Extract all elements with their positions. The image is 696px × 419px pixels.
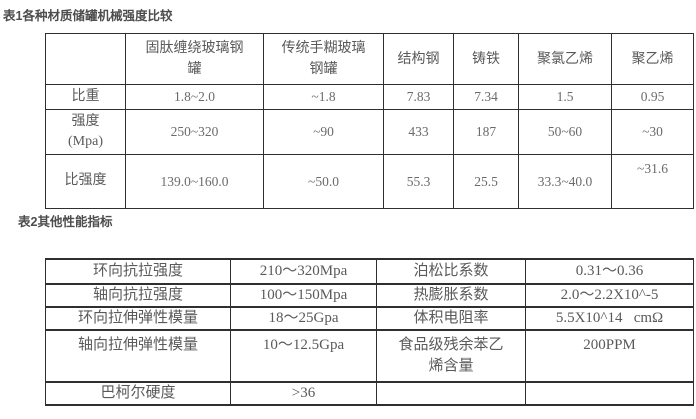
table-cell: 25.5 bbox=[453, 154, 519, 209]
table-cell: ~50.0 bbox=[263, 154, 384, 209]
property-label: 食品级残余苯乙烯含量 bbox=[376, 329, 526, 383]
property-value: 200PPM bbox=[525, 329, 694, 383]
property-label: 体积电阻率 bbox=[376, 306, 526, 331]
table-cell: ~1.8 bbox=[263, 84, 384, 110]
row-label: 比强度 bbox=[45, 154, 126, 209]
table-cell: ~90 bbox=[263, 109, 384, 155]
property-label: 轴向拉伸弹性模量 bbox=[45, 329, 231, 383]
table-cell: 55.3 bbox=[383, 154, 454, 209]
table2-row-hoop-tensile: 环向抗拉强度 210～320Mpa 泊松比系数 0.31～0.36 bbox=[45, 258, 694, 285]
table-cell: 50~60 bbox=[518, 109, 612, 155]
table1-col-header-frp-handlayup: 传统手糊玻璃钢罐 bbox=[263, 33, 384, 85]
table-cell: 433 bbox=[383, 109, 454, 155]
table-cell: 7.34 bbox=[453, 84, 519, 110]
table2-row-hoop-modulus: 环向拉伸弹性模量 18～25Gpa 体积电阻率 5.5X10^14 cmΩ bbox=[45, 306, 694, 331]
col-header-label: 传统手糊玻璃钢罐 bbox=[281, 41, 366, 77]
row-label: 强度 (Mpa) bbox=[45, 109, 126, 155]
table1-corner-cell bbox=[45, 33, 126, 85]
table2-title: 表2其他性能指标 bbox=[18, 215, 113, 229]
table1-material-strength: 固肽缠绕玻璃钢罐 传统手糊玻璃钢罐 结构钢 铸铁 聚氯乙烯 聚乙烯 比重 1.8… bbox=[45, 33, 694, 209]
table2-other-performance: 环向抗拉强度 210～320Mpa 泊松比系数 0.31～0.36 轴向抗拉强度… bbox=[45, 258, 694, 406]
table2-row-barcol-hardness: 巴柯尔硬度 >36 bbox=[45, 381, 694, 406]
table1-col-header-frp-wound: 固肽缠绕玻璃钢罐 bbox=[125, 33, 264, 85]
table2-row-axial-modulus: 轴向拉伸弹性模量 10～12.5Gpa 食品级残余苯乙烯含量 200PPM bbox=[45, 329, 694, 383]
property-label: 轴向抗拉强度 bbox=[45, 283, 231, 308]
property-value-empty bbox=[525, 381, 694, 406]
property-label: 热膨胀系数 bbox=[376, 283, 526, 308]
table1-title: 表1各种材质储罐机械强度比较 bbox=[3, 9, 173, 23]
table1-col-header-structural-steel: 结构钢 bbox=[383, 33, 454, 85]
property-label: 环向拉伸弹性模量 bbox=[45, 306, 231, 331]
table-cell: 7.83 bbox=[383, 84, 454, 110]
table-cell: 1.8~2.0 bbox=[125, 84, 264, 110]
table-cell: 1.5 bbox=[518, 84, 612, 110]
table1-row-strength: 强度 (Mpa) 250~320 ~90 433 187 50~60 ~30 bbox=[45, 109, 694, 155]
property-value: 0.31～0.36 bbox=[525, 258, 694, 285]
property-value: 100～150Mpa bbox=[230, 283, 377, 308]
table1-col-header-pvc: 聚氯乙烯 bbox=[518, 33, 612, 85]
property-value: 18～25Gpa bbox=[230, 306, 377, 331]
row-label-line2: (Mpa) bbox=[68, 134, 103, 149]
property-value: >36 bbox=[230, 381, 377, 406]
table-cell: 0.95 bbox=[611, 84, 694, 110]
table-cell: 250~320 bbox=[125, 109, 264, 155]
table-cell: ~31.6 bbox=[611, 154, 694, 209]
table1-row-specific-gravity: 比重 1.8~2.0 ~1.8 7.83 7.34 1.5 0.95 bbox=[45, 84, 694, 110]
property-label-text: 食品级残余苯乙烯含量 bbox=[398, 337, 504, 374]
table1-header-row: 固肽缠绕玻璃钢罐 传统手糊玻璃钢罐 结构钢 铸铁 聚氯乙烯 聚乙烯 bbox=[45, 33, 694, 85]
property-label: 泊松比系数 bbox=[376, 258, 526, 285]
property-value: 10～12.5Gpa bbox=[230, 329, 377, 383]
table1-col-header-cast-iron: 铸铁 bbox=[453, 33, 519, 85]
property-value: 210～320Mpa bbox=[230, 258, 377, 285]
property-label-empty bbox=[376, 381, 526, 406]
table-cell: 187 bbox=[453, 109, 519, 155]
row-label: 比重 bbox=[45, 84, 126, 110]
table-cell: ~30 bbox=[611, 109, 694, 155]
table1-col-header-pe: 聚乙烯 bbox=[611, 33, 694, 85]
col-header-label: 固肽缠绕玻璃钢罐 bbox=[145, 41, 244, 77]
property-value: 2.0～2.2X10^-5 bbox=[525, 283, 694, 308]
table2-row-axial-tensile: 轴向抗拉强度 100～150Mpa 热膨胀系数 2.0～2.2X10^-5 bbox=[45, 283, 694, 308]
property-label: 巴柯尔硬度 bbox=[45, 381, 231, 406]
table1-row-specific-strength: 比强度 139.0~160.0 ~50.0 55.3 25.5 33.3~40.… bbox=[45, 154, 694, 209]
property-label: 环向抗拉强度 bbox=[45, 258, 231, 285]
table-cell: 139.0~160.0 bbox=[125, 154, 264, 209]
row-label-line1: 强度 bbox=[71, 113, 100, 129]
property-value: 5.5X10^14 cmΩ bbox=[525, 306, 694, 331]
table-cell: 33.3~40.0 bbox=[518, 154, 612, 209]
